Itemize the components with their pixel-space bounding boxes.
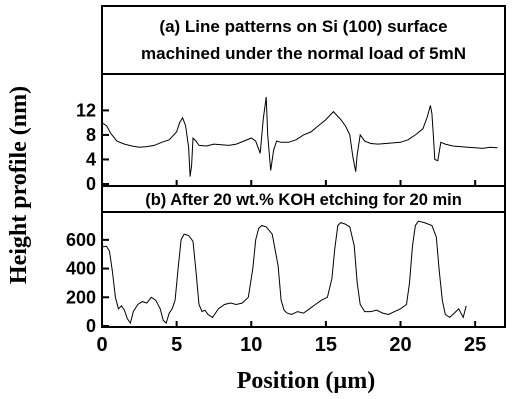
x-tick-label: 15 [315,334,337,356]
x-tick-label: 5 [171,334,182,356]
x-tick-label: 25 [464,334,486,356]
panel-a-series-line [101,96,498,177]
x-tick-label: 10 [240,334,262,356]
x-tick-label: 0 [96,334,107,356]
panel-a-y-ticks: 0 4 8 12 [76,100,477,194]
y-axis-label: Height profile (nm) [6,86,32,284]
x-axis-label: Position (µm) [237,368,375,394]
panel-b-y-tick-label: 200 [66,287,96,307]
x-axis-ticks: 0 5 10 15 20 25 [96,334,486,356]
panel-a-title-box [101,5,506,75]
panel-b-y-tick-label: 400 [66,259,96,279]
panel-a-y-tick-label: 0 [86,174,96,194]
panel-a-y-tick-label: 4 [86,149,96,169]
panel-b-series-line [101,220,467,325]
panel-b-y-tick-label: 600 [66,230,96,250]
panel-b-title-box [101,185,506,213]
panel-b-y-tick-label: 0 [86,316,96,336]
panel-b: (b) After 20 wt.% KOH etching for 20 min… [66,185,506,336]
panel-b-title: (b) After 20 wt.% KOH etching for 20 min [145,191,462,209]
panel-a-y-tick-label: 12 [76,100,96,120]
panel-a-title-line-2: machined under the normal load of 5mN [141,44,466,63]
panel-b-y-ticks: 0 200 400 600 [66,230,477,336]
x-tick-label: 20 [389,334,411,356]
panel-a: (a) Line patterns on Si (100) surface ma… [76,5,506,194]
panel-a-y-tick-label: 8 [86,125,96,145]
panel-a-title-line-1: (a) Line patterns on Si (100) surface [159,17,447,36]
